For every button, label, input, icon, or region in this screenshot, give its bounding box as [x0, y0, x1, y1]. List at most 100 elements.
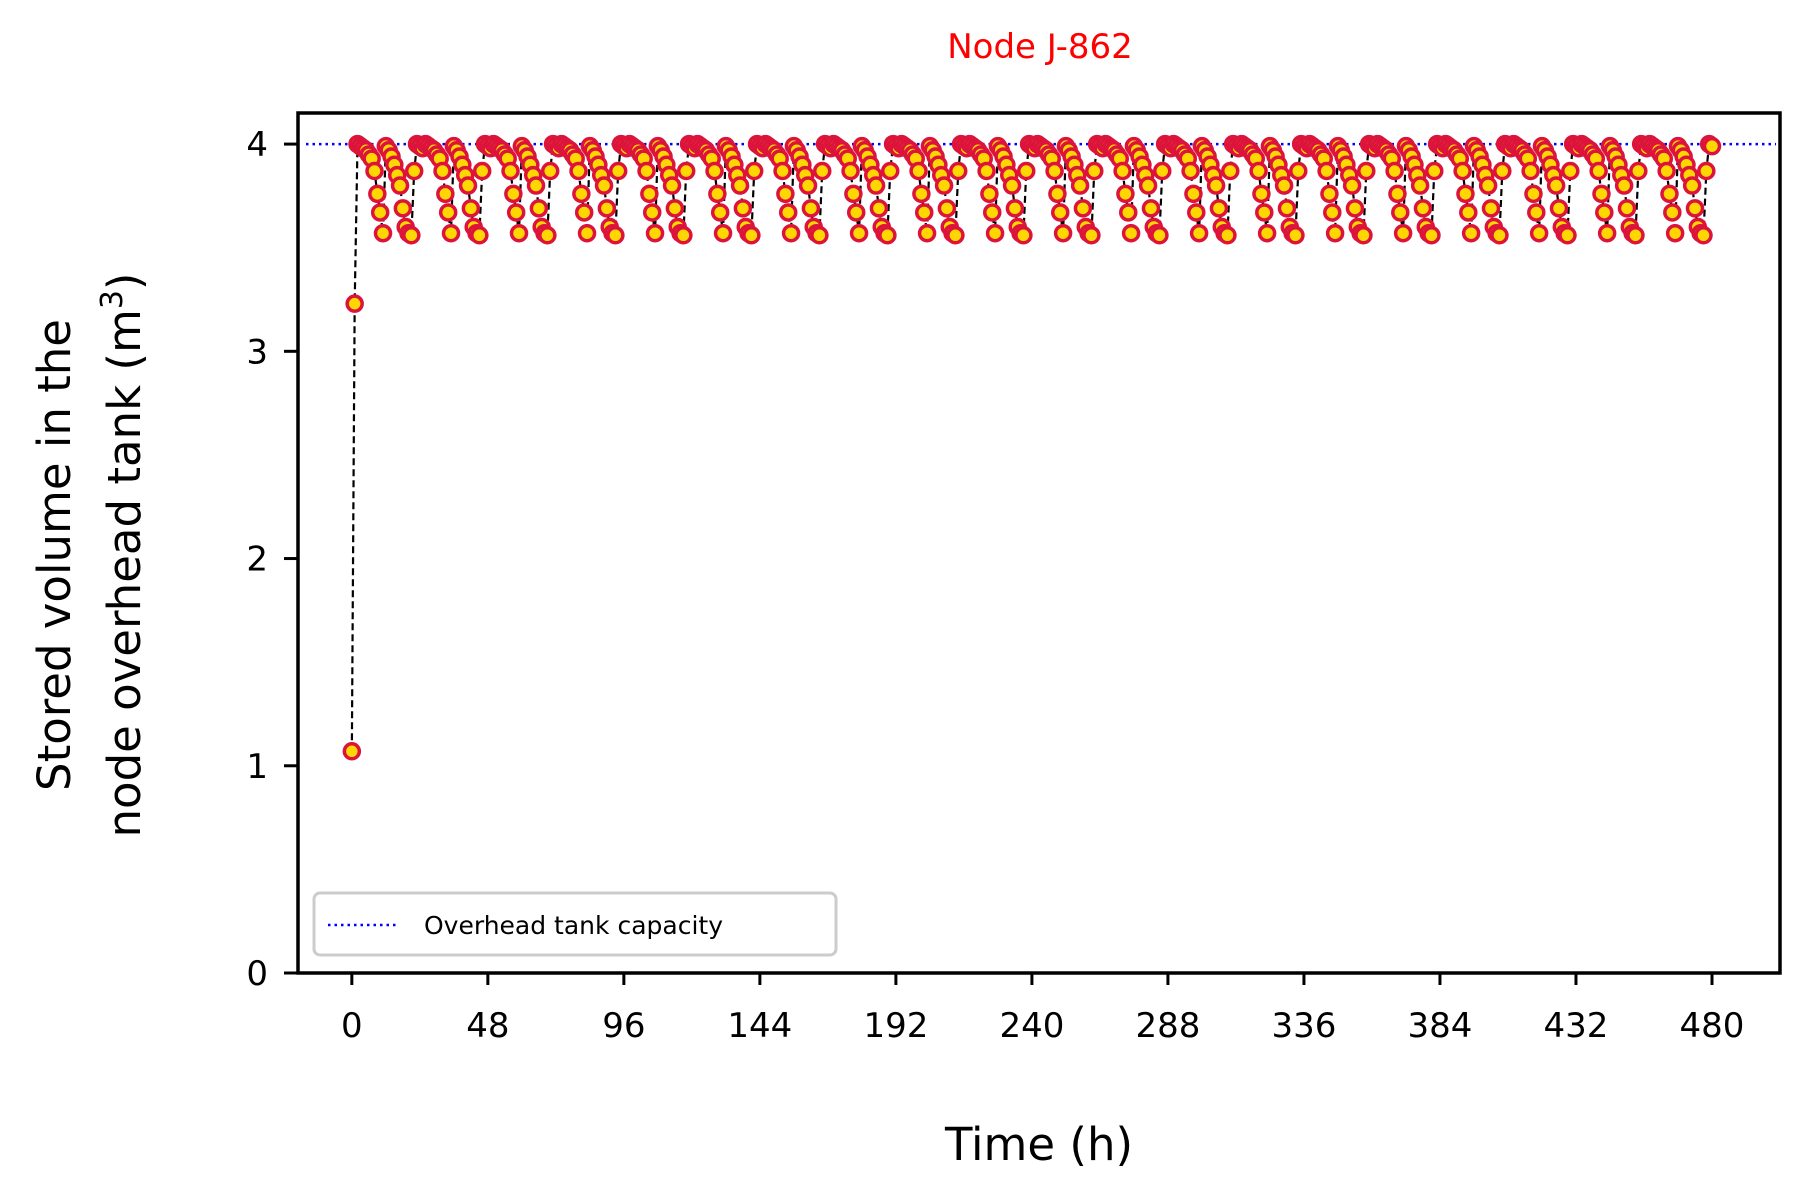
data-point — [1138, 176, 1158, 195]
data-point — [1085, 161, 1104, 181]
data-point — [1702, 136, 1722, 156]
x-tick-label: 0 — [341, 1006, 363, 1046]
data-point — [1342, 176, 1362, 195]
data-point — [368, 184, 387, 204]
data-point — [1187, 203, 1206, 222]
data-point — [778, 203, 798, 222]
data-point — [674, 226, 693, 245]
data-point — [713, 223, 733, 243]
data-point — [844, 184, 863, 204]
data-point — [982, 203, 1002, 222]
data-point — [1249, 161, 1268, 181]
data-point — [1682, 176, 1702, 195]
data-point — [1393, 223, 1413, 243]
data-point — [1592, 184, 1611, 204]
data-point — [1478, 176, 1498, 195]
data-point — [574, 203, 594, 222]
data-point — [841, 161, 860, 181]
data-point — [1629, 161, 1648, 181]
data-point — [438, 203, 458, 222]
data-point — [812, 161, 832, 181]
data-point — [1218, 226, 1237, 245]
data-point — [1595, 203, 1614, 222]
data-point — [390, 176, 410, 195]
data-point — [1002, 176, 1022, 195]
data-point — [640, 184, 659, 204]
data-point — [733, 199, 753, 218]
data-point — [1150, 226, 1169, 245]
data-point — [594, 176, 614, 195]
data-point — [773, 161, 792, 181]
data-point — [345, 294, 364, 313]
data-point — [934, 176, 954, 195]
data-point — [869, 199, 889, 218]
data-point — [404, 161, 424, 181]
data-point — [744, 161, 764, 181]
data-point — [977, 161, 996, 181]
data-point — [569, 161, 588, 181]
data-point — [1121, 223, 1141, 243]
legend-box — [312, 891, 838, 957]
data-point — [1277, 199, 1297, 218]
data-point — [1453, 161, 1472, 181]
data-point — [662, 176, 682, 195]
data-point — [1257, 223, 1277, 243]
data-point — [776, 184, 795, 204]
data-point — [540, 161, 560, 181]
y-axis-title-superscript: 3 — [95, 290, 130, 309]
data-point — [676, 161, 696, 181]
y-axis-title: Stored volume in the node overhead tank … — [28, 273, 151, 838]
y-axis-title-line-2: node overhead tank (m3) — [95, 273, 151, 838]
data-point — [1589, 161, 1608, 181]
data-point — [1357, 161, 1376, 181]
x-tick-label: 432 — [1544, 1006, 1609, 1046]
chart-title: Node J-862 — [947, 27, 1133, 67]
data-point — [501, 161, 520, 181]
data-point — [509, 223, 529, 243]
data-point — [1345, 199, 1365, 218]
data-point — [1527, 203, 1546, 222]
data-point — [810, 226, 829, 245]
data-point — [730, 176, 750, 195]
x-tick-label: 336 — [1271, 1006, 1336, 1046]
data-point — [1524, 184, 1543, 204]
data-point — [1660, 184, 1679, 204]
data-point — [472, 161, 492, 181]
x-axis-title: Time (h) — [944, 1118, 1133, 1171]
data-point — [1252, 184, 1271, 204]
data-point — [1521, 161, 1540, 181]
x-tick-label: 96 — [602, 1006, 645, 1046]
data-point — [1410, 176, 1430, 195]
data-point — [342, 742, 362, 761]
data-point — [529, 199, 549, 218]
data-point — [1657, 161, 1676, 181]
data-point — [1461, 223, 1481, 243]
data-point — [1289, 161, 1308, 181]
data-point — [912, 184, 931, 204]
data-point — [577, 223, 597, 243]
data-point — [880, 161, 900, 181]
data-point — [1614, 176, 1634, 195]
data-point — [1221, 161, 1240, 181]
y-tick-label: 3 — [246, 332, 268, 372]
data-point — [948, 161, 968, 181]
data-point — [1626, 226, 1645, 245]
data-point — [441, 223, 461, 243]
data-point — [1413, 199, 1433, 218]
legend-label-capacity: Overhead tank capacity — [424, 911, 723, 940]
data-point — [1255, 203, 1274, 222]
data-point — [846, 203, 866, 222]
data-point — [1317, 161, 1336, 181]
data-point — [1685, 199, 1705, 218]
data-point — [1320, 184, 1339, 204]
data-point — [1274, 176, 1294, 195]
y-tick-label: 2 — [246, 540, 268, 580]
data-point — [1073, 199, 1093, 218]
y-tick-label: 4 — [246, 125, 268, 165]
data-point — [1017, 161, 1036, 181]
data-point — [917, 223, 937, 243]
data-point — [433, 161, 452, 181]
data-point — [1456, 184, 1475, 204]
data-point — [606, 226, 625, 245]
